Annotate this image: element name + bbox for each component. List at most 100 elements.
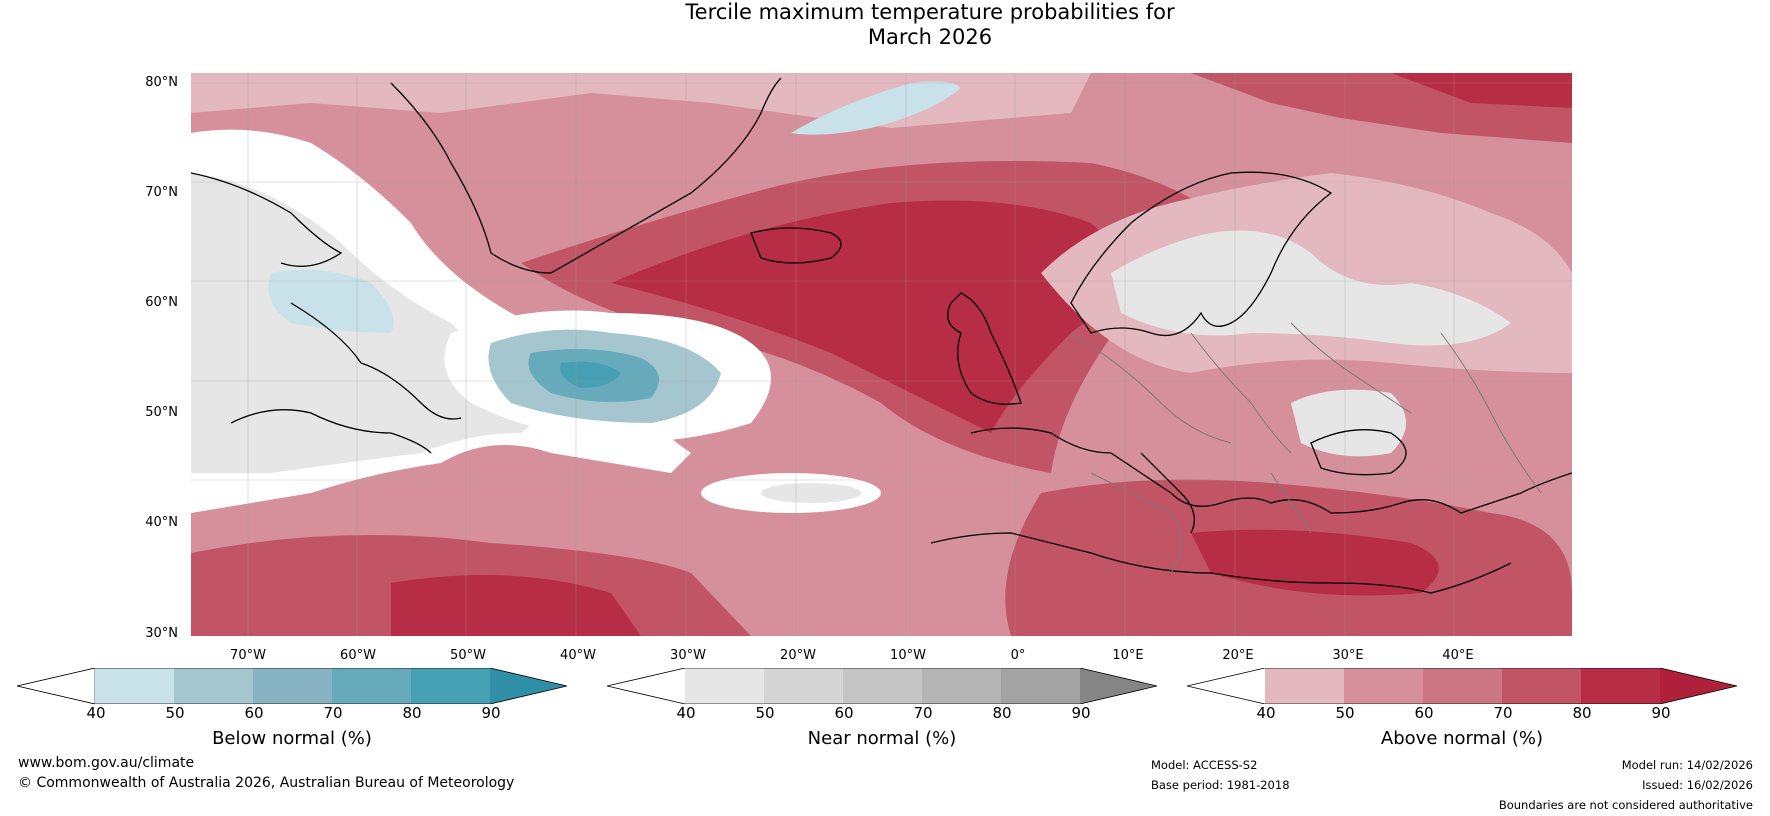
cbar-below-seg-5 [411, 668, 490, 704]
lon-label-40w: 40°W [560, 648, 596, 663]
cbar-above-tick-70: 70 [1493, 704, 1513, 722]
coast-black-sea [1310, 429, 1407, 476]
cbar-above-seg-1 [1265, 668, 1344, 704]
region-greenland-sea-blue [791, 81, 961, 135]
graticule [191, 73, 1572, 636]
model-name: Model: ACCESS-S2 [1151, 758, 1258, 772]
coast-labrador [290, 302, 462, 420]
cbar-below-seg-2 [174, 668, 253, 704]
colorbar-below-normal [17, 668, 567, 704]
cbar-near-seg-3 [843, 668, 922, 704]
cbar-above-seg-0 [1187, 668, 1265, 704]
cbar-above-seg-3 [1423, 668, 1502, 704]
lon-label-30w: 30°W [670, 648, 706, 663]
coast-europe-south [970, 427, 1572, 514]
cbar-near-tick-40: 40 [676, 704, 696, 722]
cbar-near-seg-4 [922, 668, 1001, 704]
cbar-above-tick-60: 60 [1414, 704, 1434, 722]
lat-label-80n: 80°N [145, 75, 178, 90]
coast-baffin [191, 172, 343, 267]
region-atlantic-core [611, 200, 1117, 433]
cbar-above-tick-40: 40 [1256, 704, 1276, 722]
lat-label-70n: 70°N [145, 185, 178, 200]
border-1 [1070, 332, 1232, 444]
title-line-1: Tercile maximum temperature probabilitie… [685, 0, 1175, 24]
lon-label-30e: 30°E [1332, 648, 1364, 663]
map-title: Tercile maximum temperature probabilitie… [0, 0, 1770, 50]
copyright-text: © Commonwealth of Australia 2026, Austra… [18, 775, 515, 791]
border-4 [1090, 472, 1182, 574]
region-midatlantic-core [560, 361, 621, 388]
cbar-below-tick-90: 90 [481, 704, 501, 722]
cbar-above-seg-2 [1344, 668, 1423, 704]
coast-scandinavia [1070, 171, 1333, 337]
lon-label-20e: 20°E [1222, 648, 1254, 663]
coast-italy [1140, 452, 1195, 534]
lat-label-50n: 50°N [145, 405, 178, 420]
lat-label-40n: 40°N [145, 515, 178, 530]
cbar-above-seg-5 [1581, 668, 1660, 704]
website-link[interactable]: www.bom.gov.au/climate [18, 755, 195, 771]
lon-label-70w: 70°W [230, 648, 266, 663]
lat-label-60n: 60°N [145, 295, 178, 310]
border-5 [1270, 472, 1312, 534]
colorbar-near-normal [607, 668, 1157, 704]
coast-newfoundland [230, 409, 432, 454]
cbar-above-seg-4 [1502, 668, 1581, 704]
cbar-near-tick-90: 90 [1071, 704, 1091, 722]
base-period: Base period: 1981-2018 [1151, 778, 1290, 792]
model-run-date: Model run: 14/02/2026 [1621, 758, 1753, 772]
lon-label-60w: 60°W [340, 648, 376, 663]
lat-label-30n: 30°N [145, 626, 178, 641]
lon-label-40e: 40°E [1442, 648, 1474, 663]
patch-north-africa-grey [761, 483, 861, 503]
region-ukraine-grey [1291, 389, 1406, 457]
boundaries-disclaimer: Boundaries are not considered authoritat… [1498, 798, 1753, 812]
region-labrador-blue [268, 269, 394, 333]
title-line-2: March 2026 [867, 25, 993, 49]
border-6 [1440, 332, 1542, 494]
cbar-near-seg-0 [607, 668, 685, 704]
colorbar-above-normal [1187, 668, 1737, 704]
cbar-near-title: Near normal (%) [807, 728, 957, 749]
cbar-near-tick-50: 50 [755, 704, 775, 722]
cbar-below-seg-1 [95, 668, 174, 704]
lon-label-0: 0° [1010, 648, 1026, 663]
cbar-near-tick-70: 70 [913, 704, 933, 722]
cbar-below-seg-3 [253, 668, 332, 704]
cbar-below-title: Below normal (%) [212, 728, 372, 749]
cbar-below-tick-50: 50 [165, 704, 185, 722]
cbar-above-tick-50: 50 [1335, 704, 1355, 722]
border-3 [1290, 322, 1412, 414]
cbar-above-title: Above normal (%) [1380, 728, 1544, 749]
cbar-near-seg-5 [1001, 668, 1080, 704]
lon-label-20w: 20°W [780, 648, 816, 663]
coast-greenland [390, 77, 782, 274]
cbar-below-tick-70: 70 [323, 704, 343, 722]
lon-label-10e: 10°E [1112, 648, 1144, 663]
cbar-below-tick-60: 60 [244, 704, 264, 722]
cbar-near-tick-80: 80 [992, 704, 1012, 722]
probability-map [191, 73, 1572, 636]
region-south-core [391, 575, 641, 636]
lon-label-50w: 50°W [450, 648, 486, 663]
cbar-above-tick-90: 90 [1651, 704, 1671, 722]
cbar-below-seg-4 [332, 668, 411, 704]
cbar-above-seg-6 [1660, 668, 1737, 704]
cbar-near-seg-6 [1080, 668, 1157, 704]
cbar-near-tick-60: 60 [834, 704, 854, 722]
border-2 [1190, 332, 1292, 454]
borders [1070, 322, 1542, 574]
cbar-near-seg-2 [764, 668, 843, 704]
cbar-near-seg-1 [685, 668, 764, 704]
cbar-below-seg-0 [17, 668, 96, 704]
region-northeast-darkest [1391, 73, 1572, 108]
coast-iceland [750, 227, 842, 264]
cbar-above-tick-80: 80 [1572, 704, 1592, 722]
cbar-below-seg-6 [490, 668, 567, 704]
lon-label-10w: 10°W [890, 648, 926, 663]
region-scandinavia-grey [1111, 230, 1511, 346]
coast-north-africa [930, 532, 1512, 594]
coast-british-isles [947, 292, 1022, 405]
cbar-below-tick-40: 40 [86, 704, 106, 722]
